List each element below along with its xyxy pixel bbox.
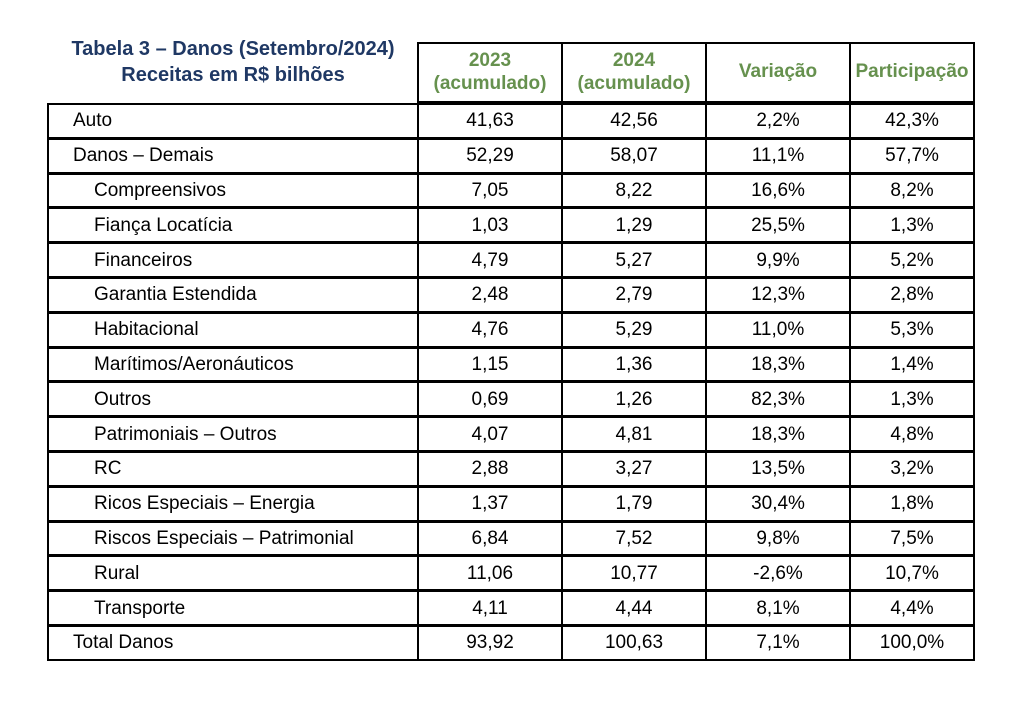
row-15-acumulado-2024: 100,63 (563, 626, 705, 659)
row-8-acumulado-2023: 0,69 (419, 383, 561, 416)
row-label: Patrimoniais – Outros (49, 418, 417, 450)
row-2-participacao: 8,2% (851, 174, 973, 207)
row-label: Marítimos/Aeronáuticos (49, 348, 417, 381)
row-label: Garantia Estendida (49, 278, 417, 311)
row-5-acumulado-2024: 2,79 (563, 278, 705, 311)
row-15-variacao: 7,1% (707, 626, 849, 659)
row-3-acumulado-2024: 1,29 (563, 209, 705, 242)
row-4-acumulado-2024: 5,27 (563, 244, 705, 276)
column-header-variacao: Variação (707, 44, 849, 101)
row-2-variacao: 16,6% (707, 174, 849, 207)
row-9-variacao: 18,3% (707, 418, 849, 450)
row-label: Outros (49, 383, 417, 416)
row-12-acumulado-2023: 6,84 (419, 522, 561, 555)
row-7-acumulado-2023: 1,15 (419, 348, 561, 381)
row-13-variacao: -2,6% (707, 557, 849, 590)
row-14-participacao: 4,4% (851, 592, 973, 624)
row-9-participacao: 4,8% (851, 418, 973, 450)
row-label: Rural (49, 557, 417, 590)
row-label: Auto (49, 105, 417, 137)
row-6-variacao: 11,0% (707, 313, 849, 346)
row-label: Habitacional (49, 313, 417, 346)
row-label: RC (49, 452, 417, 485)
table-title-line2: Receitas em R$ bilhões (121, 64, 345, 86)
row-0-variacao: 2,2% (707, 105, 849, 137)
row-0-acumulado-2024: 42,56 (563, 105, 705, 137)
row-12-participacao: 7,5% (851, 522, 973, 555)
table-header-row: 2023 (acumulado) 2024 (acumulado) Variação Pa… (417, 42, 975, 103)
row-5-variacao: 12,3% (707, 278, 849, 311)
row-1-acumulado-2024: 58,07 (563, 139, 705, 172)
row-label: Danos – Demais (49, 139, 417, 172)
column-header-participacao: Participação (851, 44, 973, 101)
row-13-acumulado-2024: 10,77 (563, 557, 705, 590)
row-7-participacao: 1,4% (851, 348, 973, 381)
row-8-participacao: 1,3% (851, 383, 973, 416)
row-label: Total Danos (49, 626, 417, 659)
row-10-acumulado-2023: 2,88 (419, 452, 561, 485)
column-header-acumulado-2023: 2023 (acumulado) (419, 44, 561, 101)
table-title: Tabela 3 – Danos (Setembro/2024) Receita… (47, 36, 419, 88)
column-header-acumulado-2024: 2024 (acumulado) (563, 44, 705, 101)
row-10-variacao: 13,5% (707, 452, 849, 485)
row-label: Transporte (49, 592, 417, 624)
row-12-acumulado-2024: 7,52 (563, 522, 705, 555)
row-9-acumulado-2024: 4,81 (563, 418, 705, 450)
row-5-acumulado-2023: 2,48 (419, 278, 561, 311)
row-9-acumulado-2023: 4,07 (419, 418, 561, 450)
row-10-participacao: 3,2% (851, 452, 973, 485)
row-3-acumulado-2023: 1,03 (419, 209, 561, 242)
row-14-variacao: 8,1% (707, 592, 849, 624)
row-15-acumulado-2023: 93,92 (419, 626, 561, 659)
row-7-variacao: 18,3% (707, 348, 849, 381)
row-1-variacao: 11,1% (707, 139, 849, 172)
row-label: Compreensivos (49, 174, 417, 207)
row-label: Riscos Especiais – Patrimonial (49, 522, 417, 555)
row-4-variacao: 9,9% (707, 244, 849, 276)
row-2-acumulado-2023: 7,05 (419, 174, 561, 207)
row-8-acumulado-2024: 1,26 (563, 383, 705, 416)
row-11-variacao: 30,4% (707, 487, 849, 520)
row-13-participacao: 10,7% (851, 557, 973, 590)
row-6-acumulado-2023: 4,76 (419, 313, 561, 346)
row-4-acumulado-2023: 4,79 (419, 244, 561, 276)
row-7-acumulado-2024: 1,36 (563, 348, 705, 381)
row-12-variacao: 9,8% (707, 522, 849, 555)
row-label: Ricos Especiais – Energia (49, 487, 417, 520)
row-11-acumulado-2023: 1,37 (419, 487, 561, 520)
row-6-acumulado-2024: 5,29 (563, 313, 705, 346)
row-11-participacao: 1,8% (851, 487, 973, 520)
row-3-variacao: 25,5% (707, 209, 849, 242)
row-14-acumulado-2024: 4,44 (563, 592, 705, 624)
row-8-variacao: 82,3% (707, 383, 849, 416)
row-10-acumulado-2024: 3,27 (563, 452, 705, 485)
row-label: Fiança Locatícia (49, 209, 417, 242)
row-13-acumulado-2023: 11,06 (419, 557, 561, 590)
row-3-participacao: 1,3% (851, 209, 973, 242)
row-14-acumulado-2023: 4,11 (419, 592, 561, 624)
row-4-participacao: 5,2% (851, 244, 973, 276)
table-title-line1: Tabela 3 – Danos (Setembro/2024) (71, 38, 395, 60)
row-1-participacao: 57,7% (851, 139, 973, 172)
data-table-body: Auto 41,63 42,56 2,2% 42,3% Danos – Demais 52,… (47, 103, 975, 661)
row-6-participacao: 5,3% (851, 313, 973, 346)
row-2-acumulado-2024: 8,22 (563, 174, 705, 207)
row-0-acumulado-2023: 41,63 (419, 105, 561, 137)
row-11-acumulado-2024: 1,79 (563, 487, 705, 520)
row-1-acumulado-2023: 52,29 (419, 139, 561, 172)
row-15-participacao: 100,0% (851, 626, 973, 659)
row-label: Financeiros (49, 244, 417, 276)
row-5-participacao: 2,8% (851, 278, 973, 311)
row-0-participacao: 42,3% (851, 105, 973, 137)
